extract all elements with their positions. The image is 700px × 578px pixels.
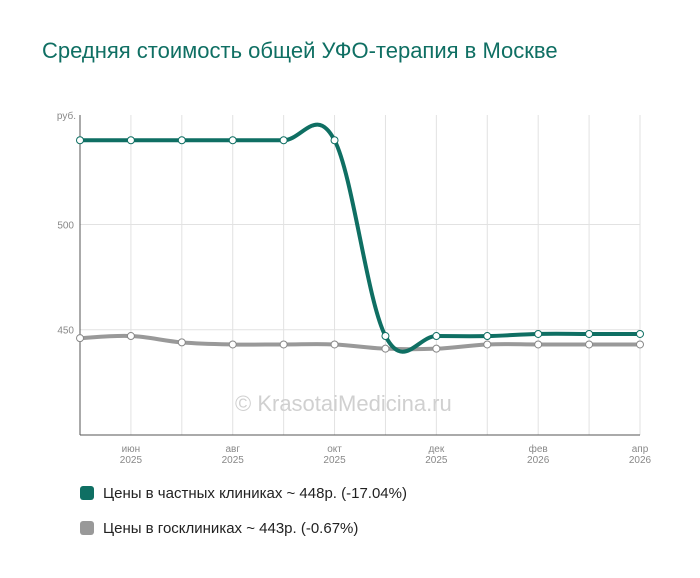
legend-swatch: [80, 521, 94, 535]
data-point: [483, 332, 492, 341]
data-point: [76, 334, 84, 343]
data-point: [483, 340, 492, 349]
legend-swatch: [80, 486, 94, 500]
data-point: [534, 329, 543, 338]
y-axis-label: руб.: [57, 110, 76, 122]
data-point: [585, 329, 594, 338]
data-point: [330, 136, 339, 145]
series-line: [78, 122, 642, 354]
data-point: [279, 340, 288, 349]
legend-label: Цены в частных клиниках ~ 448р. (-17.04%…: [103, 484, 407, 502]
y-tick-label: 450: [57, 326, 74, 337]
data-point: [585, 340, 594, 349]
data-point: [330, 340, 339, 349]
x-tick-year: 2025: [120, 455, 143, 466]
data-point: [126, 136, 135, 145]
legend: Цены в частных клиниках ~ 448р. (-17.04%…: [80, 484, 407, 554]
data-point: [432, 344, 441, 353]
grid-lines: [80, 115, 641, 435]
data-point: [76, 136, 84, 145]
series-line: [78, 333, 642, 352]
legend-label: Цены в госклиниках ~ 443р. (-0.67%): [103, 519, 359, 537]
data-point: [534, 340, 543, 349]
data-point: [381, 332, 390, 341]
x-tick-month: апр: [632, 444, 649, 455]
line-chart: 450500руб.июн2025авг2025окт2025дек2025фе…: [57, 110, 652, 466]
data-point: [636, 329, 644, 338]
x-tick-month: июн: [122, 444, 141, 455]
x-tick-month: авг: [225, 444, 240, 455]
data-point: [279, 136, 288, 145]
data-point: [432, 332, 441, 341]
x-tick-year: 2026: [527, 455, 550, 466]
x-tick-year: 2026: [629, 455, 652, 466]
x-tick-year: 2025: [222, 455, 245, 466]
x-tick-year: 2025: [425, 455, 448, 466]
data-point: [228, 136, 237, 145]
y-tick-label: 500: [57, 220, 74, 231]
axes: [79, 115, 640, 436]
data-point: [177, 136, 186, 145]
legend-item-private[interactable]: Цены в частных клиниках ~ 448р. (-17.04%…: [80, 484, 407, 502]
data-point: [381, 344, 390, 353]
chart-title: Средняя стоимость общей УФО-терапия в Мо…: [42, 38, 558, 63]
data-point: [126, 332, 135, 341]
watermark: © KrasotaiMedicina.ru: [235, 391, 452, 416]
legend-item-public[interactable]: Цены в госклиниках ~ 443р. (-0.67%): [80, 519, 407, 537]
series-lines: [78, 122, 642, 354]
data-point: [228, 340, 237, 349]
data-point: [177, 338, 186, 347]
x-tick-month: окт: [327, 444, 342, 455]
tick-labels: 450500руб.июн2025авг2025окт2025дек2025фе…: [57, 110, 652, 466]
series-points: [76, 136, 644, 353]
x-tick-month: дек: [428, 444, 444, 455]
data-point: [636, 340, 644, 349]
x-tick-year: 2025: [323, 455, 346, 466]
x-tick-month: фев: [529, 443, 548, 455]
